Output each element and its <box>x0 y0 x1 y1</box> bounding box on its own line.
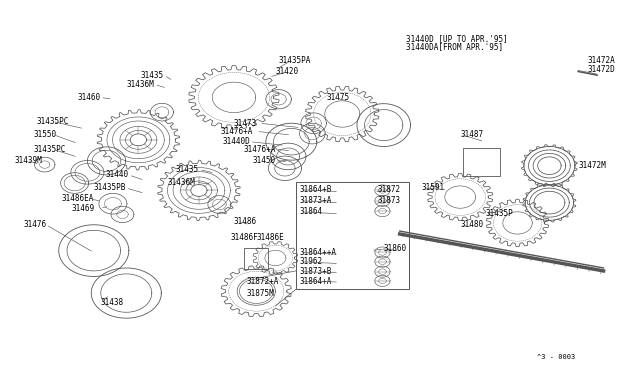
Text: 31435PB: 31435PB <box>93 183 125 192</box>
Text: 31440: 31440 <box>106 170 129 179</box>
Text: 31435P: 31435P <box>486 209 513 218</box>
Text: 31872: 31872 <box>378 185 401 194</box>
Text: 31591: 31591 <box>422 183 445 192</box>
Text: 31486F: 31486F <box>231 233 259 242</box>
Text: 31472A: 31472A <box>588 56 616 65</box>
Text: 31864+A: 31864+A <box>300 277 332 286</box>
Text: 31872+A: 31872+A <box>246 278 279 286</box>
Text: 31860: 31860 <box>384 244 407 253</box>
Bar <box>463 148 500 176</box>
Text: 31440DA[FROM APR.'95]: 31440DA[FROM APR.'95] <box>406 42 503 51</box>
Text: 31480: 31480 <box>460 220 483 229</box>
Text: 31435: 31435 <box>141 71 164 80</box>
Text: 31473: 31473 <box>233 119 256 128</box>
Text: 31486: 31486 <box>234 217 257 225</box>
Text: 31475: 31475 <box>326 93 349 102</box>
Text: 31436M: 31436M <box>168 178 196 187</box>
Text: 31440D [UP TO APR.'95]: 31440D [UP TO APR.'95] <box>406 34 508 43</box>
Text: 31476+A: 31476+A <box>221 127 253 136</box>
Text: 31450: 31450 <box>252 155 275 165</box>
Text: 31440D: 31440D <box>222 137 250 146</box>
Text: 31864+B: 31864+B <box>300 185 332 194</box>
Text: 31476: 31476 <box>24 220 47 229</box>
Text: 31436M: 31436M <box>127 80 154 89</box>
Text: 31873+A: 31873+A <box>300 196 332 205</box>
Text: 31476+A: 31476+A <box>243 145 275 154</box>
Text: 31864: 31864 <box>300 207 323 217</box>
Text: 31420: 31420 <box>275 67 298 76</box>
Text: 31875M: 31875M <box>246 289 275 298</box>
Text: 31435PC: 31435PC <box>33 145 66 154</box>
Text: 31438: 31438 <box>100 298 124 307</box>
Text: 31435: 31435 <box>176 165 199 174</box>
Text: ^3 - 0003: ^3 - 0003 <box>536 353 575 360</box>
Text: 31472D: 31472D <box>588 65 616 74</box>
Text: 31550: 31550 <box>33 130 56 139</box>
Text: 31487: 31487 <box>460 130 483 139</box>
Text: 31486EA: 31486EA <box>62 195 94 203</box>
Text: 31469: 31469 <box>72 203 95 213</box>
Text: 31486E: 31486E <box>256 233 284 242</box>
Text: 31460: 31460 <box>77 93 100 102</box>
Bar <box>296 182 409 289</box>
Text: 31864++A: 31864++A <box>300 248 337 257</box>
Text: 31435PA: 31435PA <box>278 56 311 65</box>
Bar <box>244 248 268 269</box>
Text: 31435PC: 31435PC <box>36 117 69 126</box>
Text: 31962: 31962 <box>300 257 323 266</box>
Text: 31873: 31873 <box>378 196 401 205</box>
Text: 31873+B: 31873+B <box>300 267 332 276</box>
Text: 31439M: 31439M <box>14 155 42 165</box>
Text: 31472M: 31472M <box>578 161 606 170</box>
